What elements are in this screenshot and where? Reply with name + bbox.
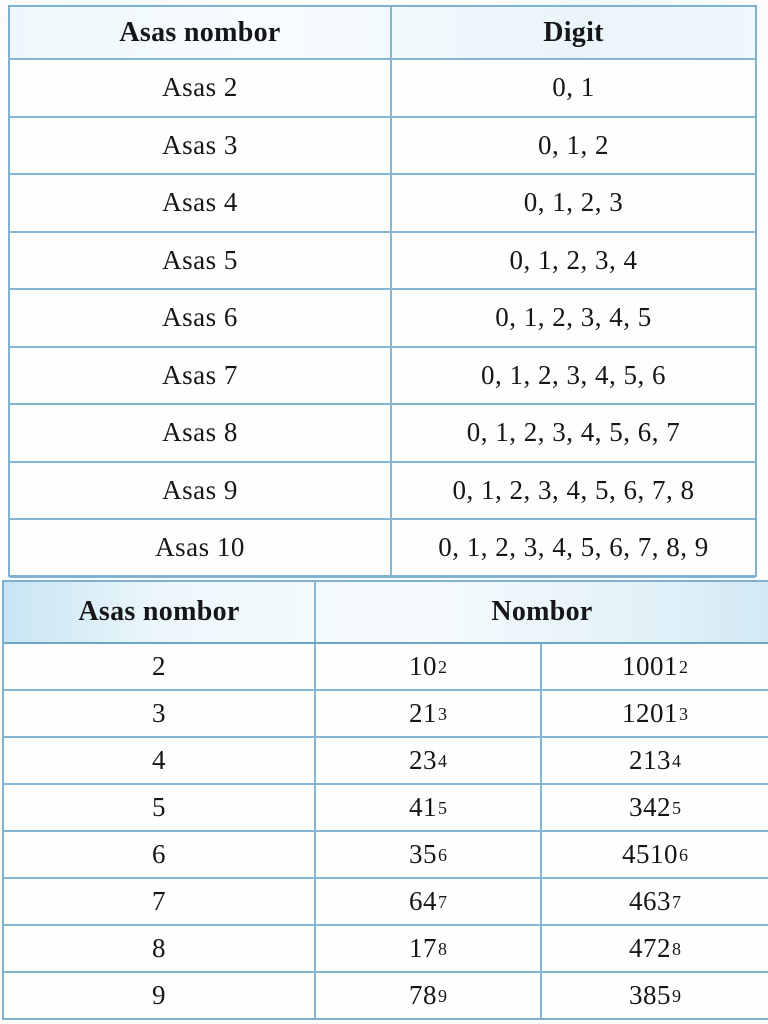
- table-body: 2 10 2 1001 2 3 21 3 1201 3 4 23 4 213 4 5 41 5 342 5 6 35 6 45…: [4, 644, 768, 1020]
- number-value: 78: [409, 980, 437, 1010]
- base-digits-table: Asas nombor Digit Asas 2 0, 1 Asas 3 0, 1, …: [8, 5, 757, 578]
- number-cell-1: 21 3: [316, 691, 542, 736]
- table-row: 6 35 6 4510 6: [4, 832, 768, 879]
- number-value: 385: [629, 980, 671, 1010]
- number-cell-1: 41 5: [316, 785, 542, 830]
- number-cell-2: 472 8: [629, 933, 681, 963]
- digits-cell: 0, 1, 2, 3: [523, 187, 624, 218]
- number-value: 17: [409, 933, 437, 963]
- base-label-cell: Asas 10: [10, 520, 392, 576]
- table-row: 9 78 9 385 9: [4, 973, 768, 1020]
- table-row: Asas 8 0, 1, 2, 3, 4, 5, 6, 7: [10, 405, 755, 463]
- number-cell-1: 23 4: [316, 738, 542, 783]
- digits-cell: 0, 1, 2, 3, 4, 5, 6, 7, 8, 9: [438, 532, 709, 563]
- table-row: Asas 3 0, 1, 2: [10, 117, 755, 175]
- number-value: 342: [629, 792, 671, 822]
- number-value: 64: [409, 886, 437, 916]
- number-value: 10: [409, 651, 437, 681]
- table-row: Asas 7 0, 1, 2, 3, 4, 5, 6: [10, 347, 755, 405]
- number-value: 4510: [622, 839, 678, 869]
- number-cell-2: 1201 3: [622, 698, 688, 728]
- base-label-cell: Asas 2: [10, 60, 392, 116]
- table-row: 4 23 4 213 4: [4, 738, 768, 785]
- digits-cell: 0, 1, 2, 3, 4, 5, 6: [481, 359, 666, 390]
- number-value: 23: [409, 745, 437, 775]
- column-header-asas-nombor: Asas nombor: [10, 7, 392, 58]
- table-row: 8 17 8 472 8: [4, 926, 768, 973]
- number-value: 463: [629, 886, 671, 916]
- digits-cell: 0, 1, 2, 3, 4, 5, 6, 7, 8: [452, 474, 695, 505]
- base-cell: 4: [4, 738, 316, 783]
- number-cell-1: 10 2: [316, 644, 542, 689]
- number-cell-2: 385 9: [629, 980, 681, 1010]
- base-label-cell: Asas 7: [10, 347, 392, 403]
- base-cell: 2: [4, 644, 316, 689]
- base-cell: 8: [4, 926, 316, 971]
- number-value: 213: [629, 745, 671, 775]
- base-cell: 9: [4, 973, 316, 1018]
- number-cell-2: 213 4: [629, 745, 681, 775]
- number-value: 41: [409, 792, 437, 822]
- number-value: 1201: [622, 698, 678, 728]
- base-label-cell: Asas 8: [10, 405, 392, 461]
- base-cell: 7: [4, 879, 316, 924]
- table-row: Asas 4 0, 1, 2, 3: [10, 175, 755, 233]
- table-row: Asas 2 0, 1: [10, 60, 755, 118]
- digits-cell: 0, 1: [552, 72, 595, 103]
- digits-cell: 0, 1, 2, 3, 4, 5, 6, 7: [466, 417, 681, 448]
- table-row: Asas 5 0, 1, 2, 3, 4: [10, 232, 755, 290]
- column-header-digit: Digit: [543, 16, 604, 48]
- number-cell-1: 78 9: [316, 973, 542, 1018]
- column-header-asas-nombor: Asas nombor: [4, 582, 316, 642]
- base-label-cell: Asas 9: [10, 462, 392, 518]
- digits-cell: 0, 1, 2: [538, 129, 609, 160]
- table-row: Asas 6 0, 1, 2, 3, 4, 5: [10, 290, 755, 348]
- number-cell-1: 17 8: [316, 926, 542, 971]
- base-cell: 5: [4, 785, 316, 830]
- base-label-cell: Asas 5: [10, 232, 392, 288]
- number-value: 1001: [622, 651, 678, 681]
- number-value: 35: [409, 839, 437, 869]
- number-cell-2: 463 7: [629, 886, 681, 916]
- base-label-cell: Asas 6: [10, 290, 392, 346]
- number-cell-1: 35 6: [316, 832, 542, 877]
- number-value: 21: [409, 698, 437, 728]
- table-row: 3 21 3 1201 3: [4, 691, 768, 738]
- table-header-row: Asas nombor Nombor: [4, 582, 768, 644]
- table-row: Asas 10 0, 1, 2, 3, 4, 5, 6, 7, 8, 9: [10, 520, 755, 578]
- column-header-nombor: Nombor: [491, 596, 593, 627]
- number-cell-2: 1001 2: [622, 651, 688, 681]
- base-cell: 6: [4, 832, 316, 877]
- number-value: 472: [629, 933, 671, 963]
- number-cell-1: 64 7: [316, 879, 542, 924]
- base-cell: 3: [4, 691, 316, 736]
- table-header-row: Asas nombor Digit: [10, 7, 755, 60]
- number-cell-2: 4510 6: [622, 839, 688, 869]
- table-row: 2 10 2 1001 2: [4, 644, 768, 691]
- number-cell-2: 342 5: [629, 792, 681, 822]
- table-row: Asas 9 0, 1, 2, 3, 4, 5, 6, 7, 8: [10, 462, 755, 520]
- table-row: 7 64 7 463 7: [4, 879, 768, 926]
- digits-cell: 0, 1, 2, 3, 4, 5: [495, 302, 652, 333]
- base-label-cell: Asas 3: [10, 117, 392, 173]
- digits-cell: 0, 1, 2, 3, 4: [509, 244, 638, 275]
- base-label-cell: Asas 4: [10, 175, 392, 231]
- table-row: 5 41 5 342 5: [4, 785, 768, 832]
- base-numbers-table: Asas nombor Nombor 2 10 2 1001 2 3 21 3 1201 3 4 23…: [2, 580, 768, 1020]
